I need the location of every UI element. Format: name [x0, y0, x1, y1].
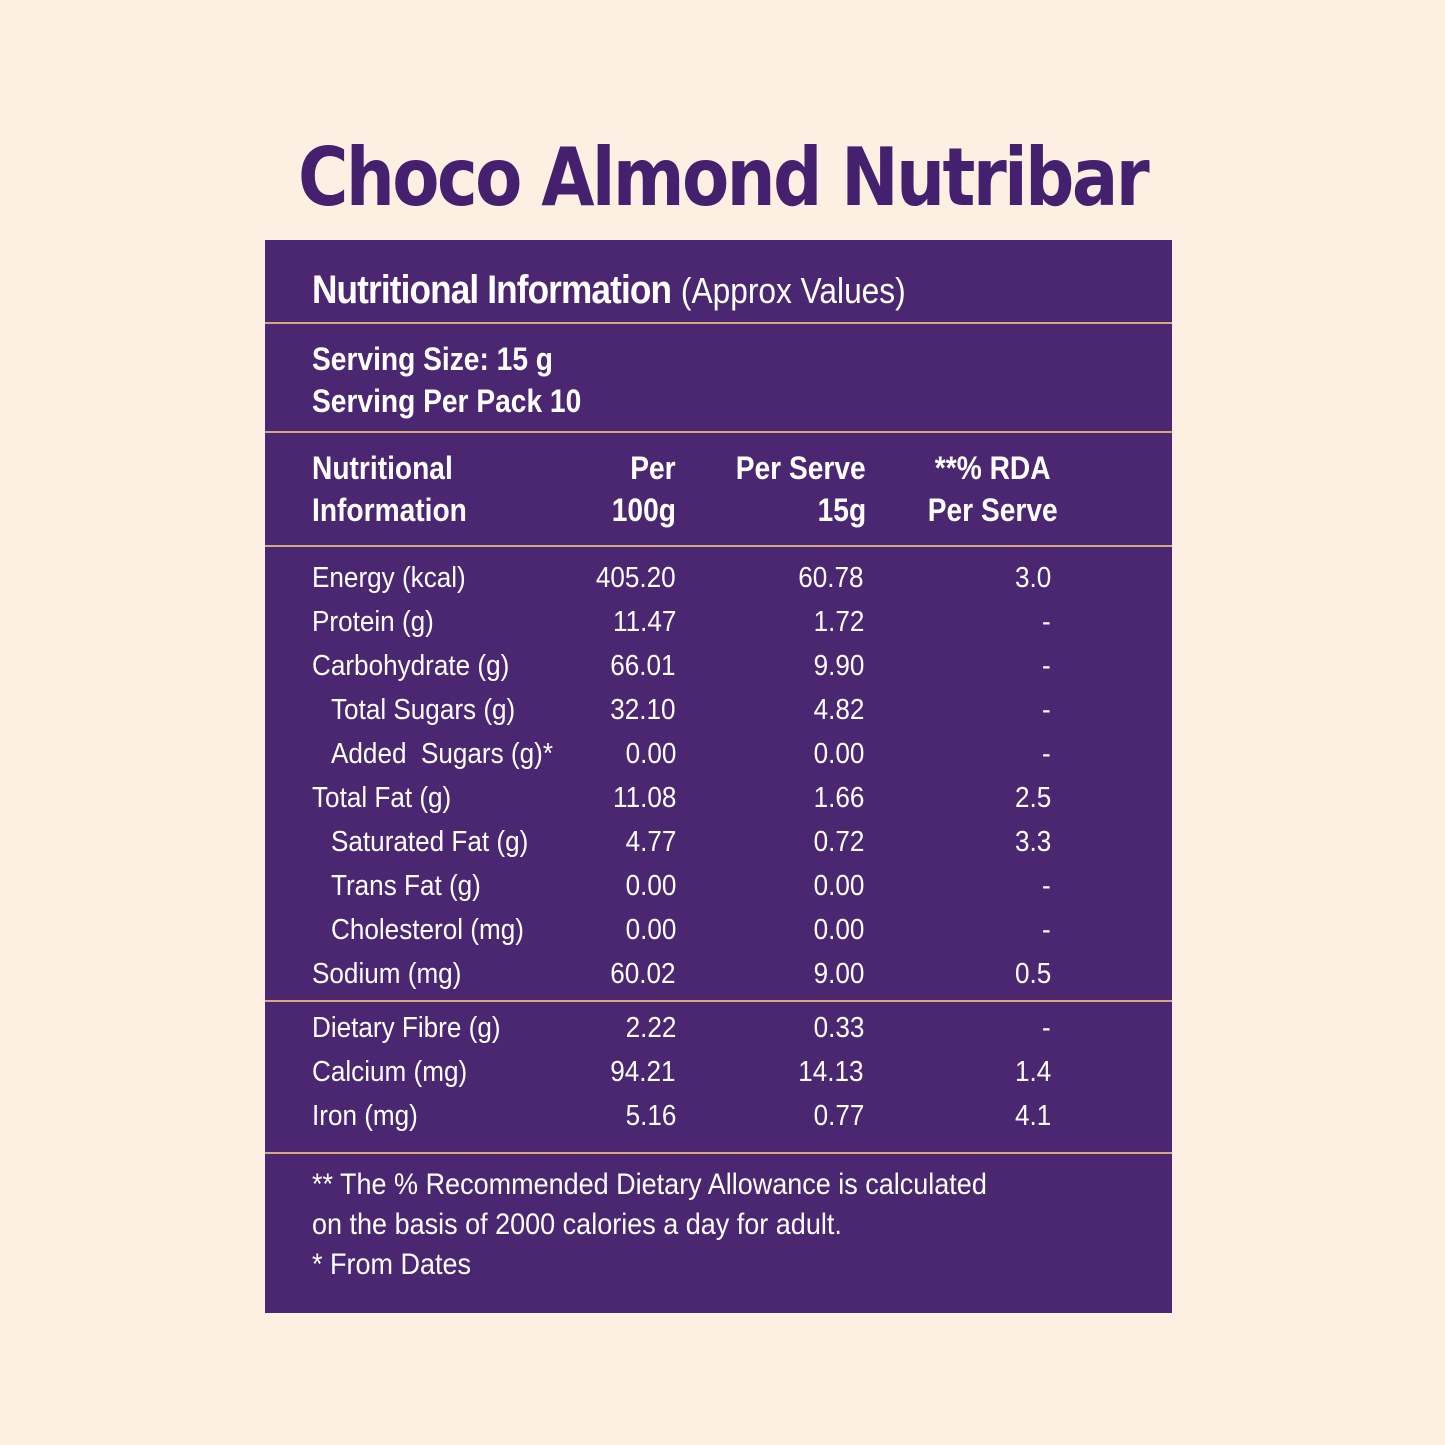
value-per-100g: 0.00: [625, 914, 676, 946]
value-per-serve: 14.13: [798, 1056, 864, 1088]
value-per-100g: 11.08: [612, 782, 676, 814]
value-per-100g: 405.20: [596, 562, 676, 594]
nutrient-name: Carbohydrate (g): [312, 650, 510, 682]
col-head-per100-l2: 100g: [611, 492, 676, 528]
value-rda: -: [1042, 914, 1051, 946]
nutrient-name: Total Fat (g): [312, 782, 452, 814]
nutrient-name: Sodium (mg): [312, 958, 462, 990]
value-per-serve: 0.00: [813, 738, 864, 770]
product-title: Choco Almond Nutribar: [297, 131, 1150, 224]
col-head-per100-l1: Per: [630, 450, 676, 486]
footnote-rda: ** The % Recommended Dietary Allowance i…: [312, 1168, 987, 1201]
table-row: Saturated Fat (g) 4.77 0.72 3.3: [265, 820, 1172, 864]
value-rda: 3.3: [1014, 826, 1051, 858]
table-row: Total Sugars (g) 32.10 4.82 -: [265, 688, 1172, 732]
nutrient-name: Energy (kcal): [312, 562, 466, 594]
table-row: Total Fat (g) 11.08 1.66 2.5: [265, 776, 1172, 820]
value-per-serve: 1.72: [813, 606, 864, 638]
col-head-rda-l2: Per Serve: [928, 492, 1058, 528]
value-per-100g: 5.16: [625, 1100, 676, 1132]
value-per-100g: 60.02: [610, 958, 676, 990]
value-per-serve: 1.66: [813, 782, 864, 814]
nutrient-name: Trans Fat (g): [331, 870, 481, 902]
value-rda: 2.5: [1014, 782, 1051, 814]
nutrient-name: Calcium (mg): [312, 1056, 468, 1088]
table-row: Carbohydrate (g) 66.01 9.90 -: [265, 644, 1172, 688]
table-row: Trans Fat (g) 0.00 0.00 -: [265, 864, 1172, 908]
value-per-100g: 11.47: [612, 606, 676, 638]
value-per-serve: 60.78: [798, 562, 864, 594]
nutrient-name: Iron (mg): [312, 1100, 418, 1132]
value-rda: -: [1042, 738, 1051, 770]
value-per-serve: 9.00: [813, 958, 864, 990]
value-rda: -: [1042, 694, 1051, 726]
col-head-nutrient-l2: Information: [312, 492, 467, 528]
table-row: Protein (g) 11.47 1.72 -: [265, 600, 1172, 644]
panel-heading-note: (Approx Values): [680, 270, 906, 311]
value-per-serve: 4.82: [813, 694, 864, 726]
table-row: Added Sugars (g)* 0.00 0.00 -: [265, 732, 1172, 776]
nutrient-name: Protein (g): [312, 606, 434, 638]
nutrient-name: Added Sugars (g)*: [331, 738, 553, 770]
value-per-100g: 94.21: [610, 1056, 676, 1088]
value-rda: -: [1042, 650, 1051, 682]
footnote-dates: * From Dates: [312, 1248, 472, 1281]
nutrient-name: Dietary Fibre (g): [312, 1012, 501, 1044]
table-row: Energy (kcal) 405.20 60.78 3.0: [265, 556, 1172, 600]
col-head-serve-l1: Per Serve: [736, 450, 866, 486]
value-rda: 4.1: [1014, 1100, 1051, 1132]
nutrition-panel: Nutritional Information (Approx Values) …: [265, 240, 1172, 1313]
serving-size: Serving Size: 15 g: [312, 341, 554, 377]
value-per-100g: 32.10: [610, 694, 676, 726]
nutrient-name: Cholesterol (mg): [331, 914, 524, 946]
panel-heading: Nutritional Information (Approx Values): [312, 262, 906, 318]
value-per-serve: 0.00: [813, 914, 864, 946]
value-per-100g: 0.00: [625, 738, 676, 770]
footnote-rda-basis: on the basis of 2000 calories a day for …: [312, 1208, 842, 1241]
value-rda: -: [1042, 1012, 1051, 1044]
divider-serving: [265, 431, 1172, 433]
col-head-rda-l1: **% RDA: [935, 450, 1051, 486]
value-per-serve: 0.00: [813, 870, 864, 902]
panel-heading-main: Nutritional Information: [312, 268, 672, 312]
value-per-serve: 0.77: [813, 1100, 864, 1132]
value-rda: -: [1042, 870, 1051, 902]
value-rda: -: [1042, 606, 1051, 638]
table-row: Dietary Fibre (g) 2.22 0.33 -: [265, 1006, 1172, 1050]
divider-nutrients: [265, 1000, 1172, 1002]
table-row: Sodium (mg) 60.02 9.00 0.5: [265, 952, 1172, 996]
nutrient-name: Total Sugars (g): [331, 694, 516, 726]
divider-columns: [265, 545, 1172, 547]
value-per-100g: 0.00: [625, 870, 676, 902]
serving-per-pack: Serving Per Pack 10: [312, 383, 582, 419]
value-rda: 3.0: [1014, 562, 1051, 594]
table-row: Iron (mg) 5.16 0.77 4.1: [265, 1094, 1172, 1138]
value-per-serve: 0.72: [813, 826, 864, 858]
value-rda: 1.4: [1014, 1056, 1051, 1088]
value-per-100g: 4.77: [625, 826, 676, 858]
table-row: Calcium (mg) 94.21 14.13 1.4: [265, 1050, 1172, 1094]
value-rda: 0.5: [1014, 958, 1051, 990]
divider-heading: [265, 322, 1172, 324]
nutrient-name: Saturated Fat (g): [331, 826, 529, 858]
col-head-nutrient-l1: Nutritional: [312, 450, 453, 486]
value-per-serve: 0.33: [813, 1012, 864, 1044]
value-per-serve: 9.90: [813, 650, 864, 682]
col-head-serve-l2: 15g: [817, 492, 866, 528]
divider-footnotes: [265, 1152, 1172, 1154]
table-row: Cholesterol (mg) 0.00 0.00 -: [265, 908, 1172, 952]
value-per-100g: 66.01: [610, 650, 676, 682]
value-per-100g: 2.22: [625, 1012, 676, 1044]
